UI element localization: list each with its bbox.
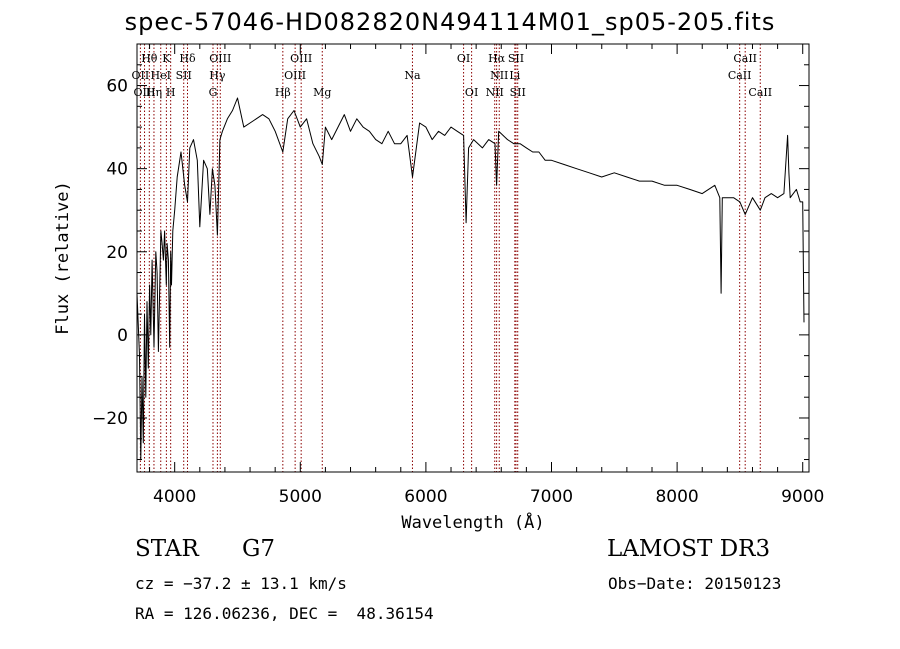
spectral-line-label: HeI — [151, 69, 171, 82]
spectral-line-label: OI — [465, 86, 478, 99]
spectral-line-label: SII — [510, 86, 526, 99]
y-tick-label: 20 — [106, 243, 128, 263]
x-tick-label: 7000 — [530, 487, 573, 507]
spectral-line-label: Hα — [488, 52, 506, 65]
spectral-line-label: OIII — [290, 52, 312, 65]
spectral-line-label: OIII — [284, 69, 306, 82]
y-tick-label: 0 — [117, 326, 128, 346]
spectral-line-label: NII — [490, 69, 508, 82]
spectral-line-label: OIII — [209, 52, 231, 65]
spectral-line-label: SII — [176, 69, 192, 82]
spectral-line-label: Hγ — [209, 69, 226, 82]
object-subclass: G7 — [242, 536, 276, 562]
y-tick-label: 40 — [106, 160, 128, 180]
redshift-readout: cz = −37.2 ± 13.1 km/s — [135, 574, 347, 593]
spectral-line-label: NII — [486, 86, 504, 99]
x-tick-label: 5000 — [279, 487, 322, 507]
x-tick-label: 8000 — [655, 487, 698, 507]
chart-title: spec-57046-HD082820N494114M01_sp05-205.f… — [124, 8, 776, 36]
spectrum-series-line — [136, 97, 805, 460]
y-tick-label: 60 — [106, 77, 128, 97]
y-tick-label: −20 — [92, 409, 128, 429]
observation-date: Obs−Date: 20150123 — [608, 574, 782, 593]
spectral-line-label: OII — [132, 69, 150, 82]
spectral-line-label: CaII — [728, 69, 752, 82]
spectral-line-label: Mg — [313, 86, 331, 99]
spectral-line-label: SII — [508, 52, 524, 65]
x-axis-label: Wavelength (Å) — [401, 511, 544, 533]
spectral-line-label: CaII — [733, 52, 757, 65]
spectral-line-label: Hη — [146, 86, 162, 99]
spectral-line-label: Na — [404, 69, 421, 82]
coordinates-readout: RA = 126.06236, DEC = 48.36154 — [135, 604, 434, 623]
x-tick-label: 9000 — [781, 487, 824, 507]
spectral-line-label: OI — [457, 52, 470, 65]
spectral-line-label: K — [162, 52, 171, 65]
x-tick-label: 4000 — [153, 487, 196, 507]
plot-frame — [136, 43, 810, 473]
spectral-line-label: CaII — [748, 86, 772, 99]
spectral-line-label: Hδ — [179, 52, 196, 65]
spectral-line-label: Li — [509, 69, 520, 82]
x-tick-label: 6000 — [404, 487, 447, 507]
spectral-line-label: G — [209, 86, 218, 99]
spectral-line-label: H — [166, 86, 176, 99]
spectral-line-label: Hθ — [141, 52, 158, 65]
survey-name: LAMOST DR3 — [607, 536, 771, 562]
spectral-line-label: Hβ — [275, 86, 291, 99]
spectral-line-label: OIII — [134, 86, 156, 99]
y-axis-label: Flux (relative) — [53, 181, 73, 335]
object-class: STAR — [135, 536, 199, 562]
